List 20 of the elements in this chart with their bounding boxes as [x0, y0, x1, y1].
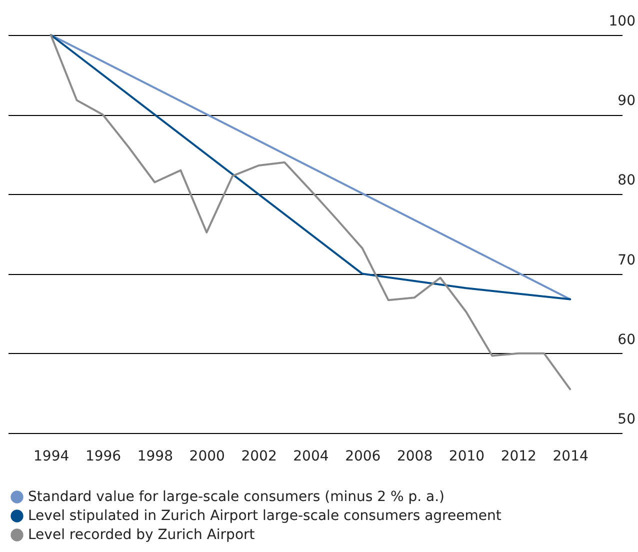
y-tick-label: 50	[618, 412, 636, 428]
x-tick-label: 1994	[34, 448, 70, 464]
legend-label: Standard value for large-scale consumers (minus 2 % p. a.)	[28, 489, 445, 505]
x-tick-label: 2000	[189, 448, 225, 464]
x-tick-label: 2012	[500, 448, 536, 464]
y-tick-label: 60	[618, 332, 636, 348]
legend-label: Level stipulated in Zurich Airport large-scale consumers agreement	[28, 508, 502, 524]
x-tick-label: 1998	[137, 448, 174, 464]
x-tick-label: 2008	[396, 448, 433, 464]
y-tick-label: 70	[618, 252, 636, 268]
y-tick-label: 90	[618, 93, 636, 110]
y-tick-label: 80	[618, 172, 636, 189]
y-tick-label: 100	[608, 14, 636, 30]
legend-label: Level recorded by Zurich Airport	[28, 527, 256, 543]
x-tick-label: 2010	[448, 448, 485, 464]
x-tick-label: 2004	[293, 448, 329, 464]
x-tick-label: 2002	[241, 448, 277, 464]
x-tick-label: 1996	[85, 448, 122, 464]
x-tick-label: 2006	[345, 448, 381, 464]
x-tick-label: 2014	[552, 448, 588, 464]
